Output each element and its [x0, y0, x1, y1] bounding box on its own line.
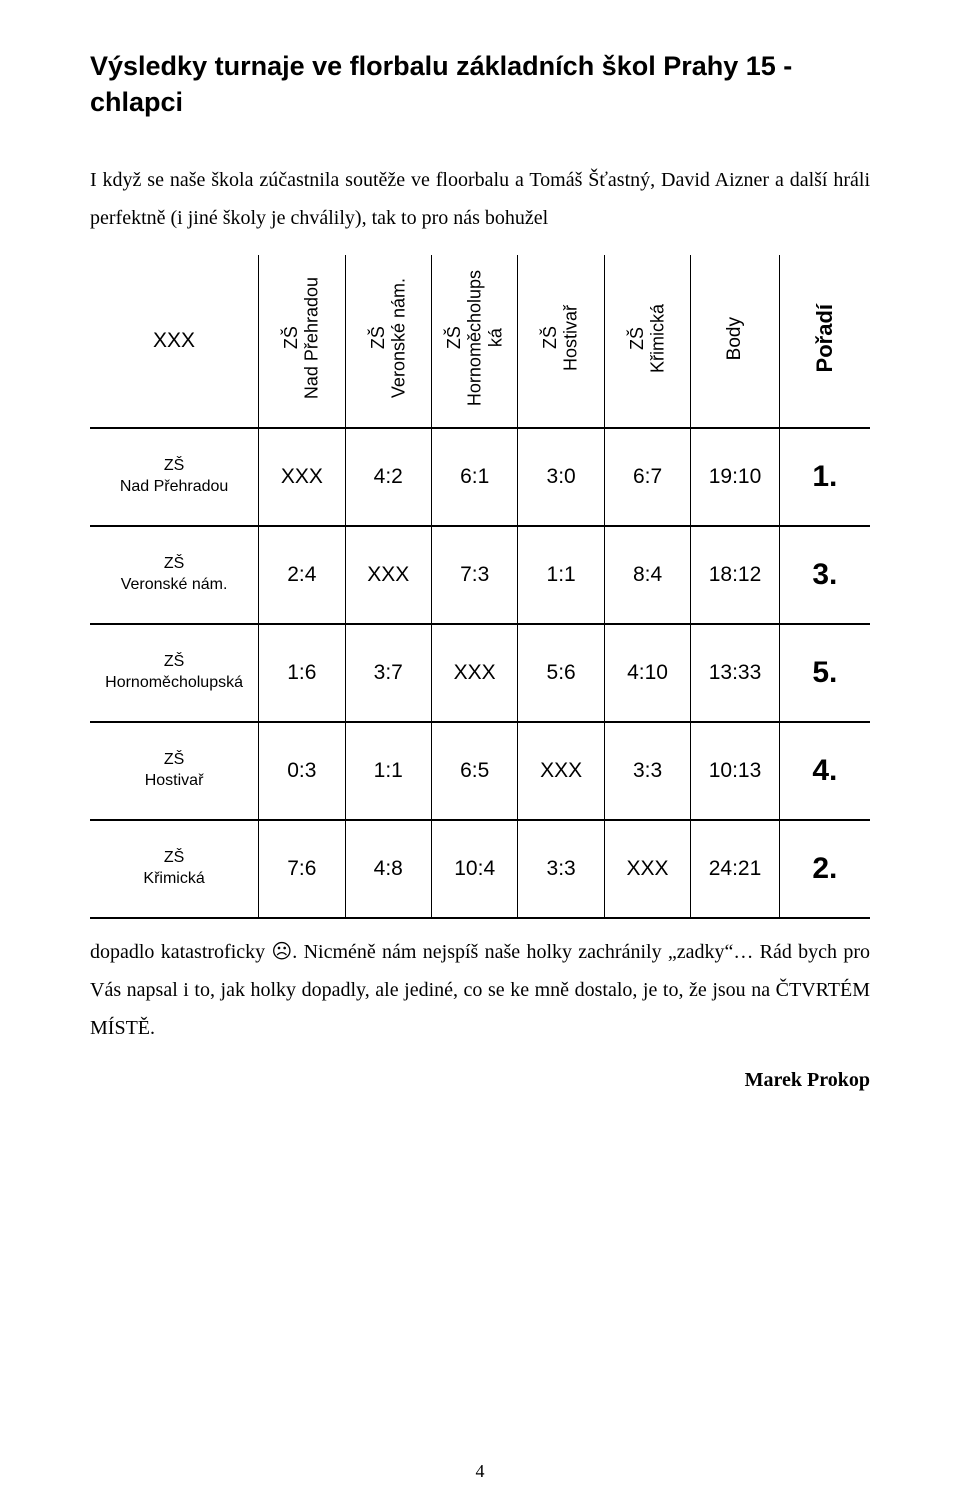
header-col-3-label: ZŠ Hostivař — [540, 305, 581, 371]
table-cell: 3:3 — [604, 722, 690, 820]
table-cell: 10:4 — [431, 820, 517, 918]
table-cell: 19:10 — [691, 428, 780, 526]
row-label-line2: Nad Přehradou — [90, 477, 258, 498]
author-name: Marek Prokop — [90, 1069, 870, 1092]
table-cell: XXX — [345, 526, 431, 624]
table-row: ZŠVeronské nám.2:4XXX7:31:18:418:123. — [90, 526, 870, 624]
table-cell: 7:6 — [259, 820, 345, 918]
header-corner: XXX — [90, 255, 259, 428]
table-row: ZŠHornoměcholupská1:63:7XXX5:64:1013:335… — [90, 624, 870, 722]
table-cell: 6:1 — [431, 428, 517, 526]
header-body-label: Body — [724, 317, 746, 360]
after-part1: dopadlo katastroficky — [90, 941, 271, 963]
table-body: ZŠNad PřehradouXXX4:26:13:06:719:101.ZŠV… — [90, 428, 870, 918]
row-label: ZŠHornoměcholupská — [90, 624, 259, 722]
table-cell: 0:3 — [259, 722, 345, 820]
page: Výsledky turnaje ve florbalu základních … — [0, 0, 960, 1512]
after-paragraph: dopadlo katastroficky ☹. Nicméně nám nej… — [90, 933, 870, 1047]
table-cell: 10:13 — [691, 722, 780, 820]
table-cell: 5:6 — [518, 624, 604, 722]
table-cell: 6:7 — [604, 428, 690, 526]
table-cell: XXX — [604, 820, 690, 918]
sad-face-icon: ☹ — [271, 941, 292, 963]
table-row: ZŠKřimická7:64:810:43:3XXX24:212. — [90, 820, 870, 918]
header-col-2: ZŠ Hornoměcholups ká — [431, 255, 517, 428]
page-number: 4 — [0, 1461, 960, 1482]
row-label-line1: ZŠ — [90, 848, 258, 869]
table-header-row: XXX ZŠ Nad Přehradou ZŠ Veronské nám. ZŠ… — [90, 255, 870, 428]
intro-paragraph: I když se naše škola zúčastnila soutěže … — [90, 161, 870, 237]
header-col-0-label: ZŠ Nad Přehradou — [281, 277, 322, 399]
rank-cell: 5. — [779, 624, 870, 722]
table-cell: 1:6 — [259, 624, 345, 722]
table-cell: XXX — [259, 428, 345, 526]
row-label: ZŠHostivař — [90, 722, 259, 820]
row-label: ZŠKřimická — [90, 820, 259, 918]
rank-cell: 4. — [779, 722, 870, 820]
header-col-0: ZŠ Nad Přehradou — [259, 255, 345, 428]
table-cell: XXX — [518, 722, 604, 820]
row-label-line2: Veronské nám. — [90, 575, 258, 596]
header-col-body: Body — [691, 255, 780, 428]
row-label: ZŠNad Přehradou — [90, 428, 259, 526]
rank-cell: 2. — [779, 820, 870, 918]
header-col-4-label: ZŠ Křimická — [627, 304, 668, 373]
row-label-line1: ZŠ — [90, 456, 258, 477]
page-title: Výsledky turnaje ve florbalu základních … — [90, 48, 870, 121]
table-cell: 6:5 — [431, 722, 517, 820]
header-rank-label: Pořadí — [812, 304, 837, 372]
table-cell: 8:4 — [604, 526, 690, 624]
row-label: ZŠVeronské nám. — [90, 526, 259, 624]
table-cell: 3:7 — [345, 624, 431, 722]
after-part2: . Nicméně nám nejspíš naše holky zachrán… — [292, 941, 753, 963]
rank-cell: 3. — [779, 526, 870, 624]
table-cell: 18:12 — [691, 526, 780, 624]
row-label-line1: ZŠ — [90, 652, 258, 673]
table-row: ZŠHostivař0:31:16:5XXX3:310:134. — [90, 722, 870, 820]
header-col-1: ZŠ Veronské nám. — [345, 255, 431, 428]
table-cell: 1:1 — [518, 526, 604, 624]
table-cell: 24:21 — [691, 820, 780, 918]
table-cell: 2:4 — [259, 526, 345, 624]
table-row: ZŠNad PřehradouXXX4:26:13:06:719:101. — [90, 428, 870, 526]
table-cell: 1:1 — [345, 722, 431, 820]
results-table: XXX ZŠ Nad Přehradou ZŠ Veronské nám. ZŠ… — [90, 255, 870, 919]
table-cell: 3:3 — [518, 820, 604, 918]
row-label-line1: ZŠ — [90, 554, 258, 575]
header-col-2-label: ZŠ Hornoměcholups ká — [444, 270, 506, 406]
rank-cell: 1. — [779, 428, 870, 526]
row-label-line2: Hostivař — [90, 771, 258, 792]
table-cell: 4:2 — [345, 428, 431, 526]
table-cell: 4:8 — [345, 820, 431, 918]
header-col-4: ZŠ Křimická — [604, 255, 690, 428]
row-label-line2: Hornoměcholupská — [90, 673, 258, 694]
header-col-1-label: ZŠ Veronské nám. — [368, 278, 409, 398]
header-col-3: ZŠ Hostivař — [518, 255, 604, 428]
table-cell: 7:3 — [431, 526, 517, 624]
table-cell: 4:10 — [604, 624, 690, 722]
row-label-line2: Křimická — [90, 869, 258, 890]
table-cell: 13:33 — [691, 624, 780, 722]
table-cell: XXX — [431, 624, 517, 722]
header-col-rank: Pořadí — [779, 255, 870, 428]
row-label-line1: ZŠ — [90, 750, 258, 771]
table-cell: 3:0 — [518, 428, 604, 526]
